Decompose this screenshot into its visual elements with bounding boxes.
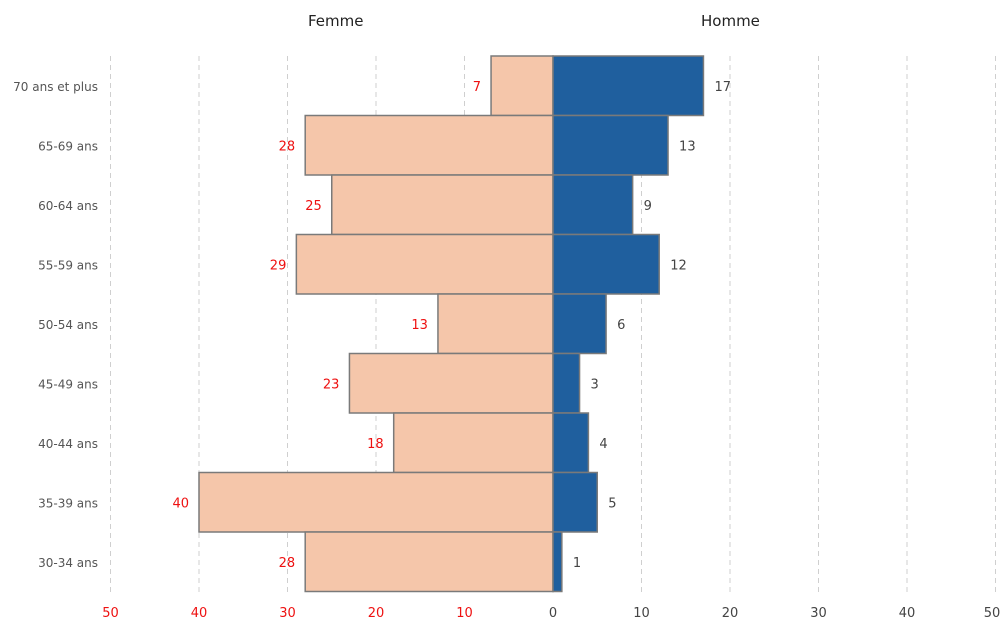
femme-data-label: 13 bbox=[411, 318, 428, 333]
x-tick-label: 30 bbox=[810, 606, 827, 621]
femme-bar bbox=[490, 55, 554, 117]
femme-data-label: 18 bbox=[367, 437, 384, 452]
homme-header: Homme bbox=[701, 12, 760, 30]
femme-bar bbox=[348, 352, 554, 414]
category-label: 30-34 ans bbox=[38, 556, 98, 570]
homme-bar bbox=[552, 412, 590, 474]
x-tick-label: 40 bbox=[191, 606, 208, 621]
homme-bar bbox=[552, 531, 563, 593]
category-label: 45-49 ans bbox=[38, 377, 98, 391]
femme-data-label: 28 bbox=[279, 556, 296, 571]
femme-data-label: 7 bbox=[473, 80, 481, 95]
x-tick-label: 40 bbox=[899, 606, 916, 621]
femme-data-label: 25 bbox=[305, 199, 322, 214]
femme-data-label: 28 bbox=[279, 139, 296, 154]
femme-bar bbox=[331, 174, 554, 236]
femme-header: Femme bbox=[308, 12, 364, 30]
category-label: 35-39 ans bbox=[38, 496, 98, 510]
homme-data-label: 1 bbox=[573, 556, 581, 571]
x-tick-label: 50 bbox=[102, 606, 119, 621]
femme-bar bbox=[392, 412, 554, 474]
category-label: 55-59 ans bbox=[38, 258, 98, 272]
homme-bar bbox=[552, 471, 598, 533]
x-tick-label: 20 bbox=[722, 606, 739, 621]
homme-data-label: 4 bbox=[599, 437, 607, 452]
femme-bar bbox=[304, 114, 554, 176]
homme-data-label: 12 bbox=[670, 258, 687, 273]
x-tick-label: 10 bbox=[456, 606, 473, 621]
femme-data-label: 40 bbox=[172, 496, 189, 511]
femme-bar bbox=[295, 233, 554, 295]
homme-data-label: 6 bbox=[617, 318, 625, 333]
homme-bar bbox=[552, 293, 607, 355]
femme-bar bbox=[304, 531, 554, 593]
category-label: 65-69 ans bbox=[38, 139, 98, 153]
x-tick-label: 10 bbox=[633, 606, 650, 621]
femme-bar bbox=[437, 293, 554, 355]
homme-data-label: 5 bbox=[608, 496, 616, 511]
homme-data-label: 17 bbox=[714, 80, 731, 95]
x-tick-label: 0 bbox=[549, 606, 557, 621]
femme-bar bbox=[198, 471, 554, 533]
x-tick-label: 30 bbox=[279, 606, 296, 621]
homme-bar bbox=[552, 55, 705, 117]
femme-data-label: 29 bbox=[270, 258, 287, 273]
category-label: 60-64 ans bbox=[38, 199, 98, 213]
homme-data-label: 13 bbox=[679, 139, 696, 154]
homme-bar bbox=[552, 352, 581, 414]
x-tick-label: 20 bbox=[368, 606, 385, 621]
homme-bar bbox=[552, 114, 669, 176]
category-label: 70 ans et plus bbox=[13, 80, 98, 94]
homme-bar bbox=[552, 233, 660, 295]
femme-data-label: 23 bbox=[323, 377, 340, 392]
x-tick-label: 50 bbox=[984, 606, 1001, 621]
category-label: 40-44 ans bbox=[38, 437, 98, 451]
homme-bar bbox=[552, 174, 634, 236]
homme-data-label: 9 bbox=[644, 199, 652, 214]
homme-data-label: 3 bbox=[591, 377, 599, 392]
category-label: 50-54 ans bbox=[38, 318, 98, 332]
